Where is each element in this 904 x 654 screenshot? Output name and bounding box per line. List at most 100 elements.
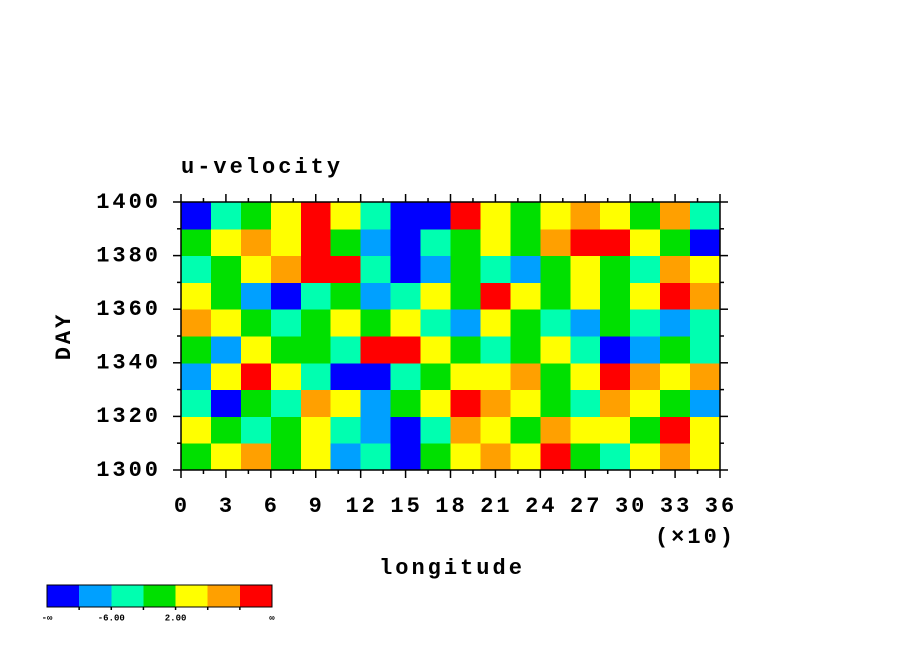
heat-cell: [270, 202, 302, 230]
x-tick-label: 36: [705, 494, 737, 519]
heat-cell: [360, 255, 392, 283]
colorbar-swatch: [47, 585, 80, 607]
y-tick-label: 1360: [96, 297, 161, 322]
heat-cell: [390, 202, 422, 230]
heat-cell: [270, 362, 302, 391]
heat-cell: [360, 416, 392, 444]
heat-cell: [660, 362, 691, 391]
heat-cell: [660, 416, 691, 444]
heat-cell: [240, 255, 272, 283]
heat-cell: [480, 389, 511, 417]
colorbar-swatch: [207, 585, 241, 607]
heat-cell: [210, 443, 242, 471]
x-tick-label: 6: [264, 494, 280, 519]
heat-cell: [390, 228, 422, 257]
heat-cell: [660, 443, 691, 471]
y-tick-label: 1400: [96, 190, 161, 215]
y-tick-label: 1320: [96, 404, 161, 429]
colorbar-swatch: [111, 585, 144, 607]
heat-cell: [210, 282, 242, 310]
heat-cell: [570, 416, 601, 444]
heat-cell: [420, 255, 451, 283]
heat-cell: [300, 228, 332, 257]
heat-cell: [270, 443, 302, 471]
x-tick-label: 33: [660, 494, 692, 519]
heat-cell: [630, 282, 661, 310]
heat-cell: [570, 282, 601, 310]
heat-cell: [600, 309, 631, 337]
heat-cell: [690, 309, 721, 337]
heat-cell: [450, 255, 481, 283]
heat-cell: [660, 389, 691, 417]
heat-cell: [330, 228, 362, 257]
heat-cell: [540, 309, 571, 337]
heat-cell: [510, 362, 541, 391]
x-axis-label: longitude: [379, 556, 525, 581]
heat-cell: [240, 282, 272, 310]
heat-cell: [360, 282, 392, 310]
heat-cell: [600, 443, 631, 471]
heat-cell: [690, 228, 721, 257]
heat-cell: [420, 416, 451, 444]
heat-cell: [300, 389, 332, 417]
heat-cell: [540, 255, 571, 283]
y-tick-label: 1300: [96, 458, 161, 483]
heat-cell: [510, 389, 541, 417]
heat-cell: [660, 228, 691, 257]
heat-cell: [570, 336, 601, 364]
heat-cell: [210, 416, 242, 444]
heat-cell: [690, 443, 721, 471]
heat-cell: [240, 309, 272, 337]
heat-cell: [480, 309, 511, 337]
heat-cell: [570, 202, 601, 230]
heat-cell: [181, 309, 212, 337]
heat-cell: [390, 255, 422, 283]
colorbar-swatch: [239, 585, 273, 607]
colorbar-label: ∞: [269, 613, 275, 623]
heat-cell: [210, 389, 242, 417]
heat-cell: [600, 362, 631, 391]
heat-cell: [360, 336, 392, 364]
heat-cell: [420, 309, 451, 337]
heat-cell: [181, 282, 212, 310]
heat-cell: [690, 282, 721, 310]
heat-cell: [600, 282, 631, 310]
heat-cell: [450, 202, 481, 230]
heat-cell: [510, 202, 541, 230]
heat-cell: [600, 389, 631, 417]
heat-cell: [390, 362, 422, 391]
heat-cell: [330, 443, 362, 471]
heat-cell: [570, 362, 601, 391]
heat-cell: [630, 255, 661, 283]
heat-cell: [240, 336, 272, 364]
heat-cell: [540, 228, 571, 257]
colorbar-frame: [46, 584, 273, 608]
x-tick-label: 15: [390, 494, 422, 519]
x-tick-label: 27: [570, 494, 602, 519]
heat-cell: [270, 282, 302, 310]
heat-cell: [240, 362, 272, 391]
heat-cell: [300, 416, 332, 444]
heat-cell: [660, 282, 691, 310]
heat-cell: [660, 255, 691, 283]
heat-cell: [390, 282, 422, 310]
heat-cell: [540, 336, 571, 364]
heat-cell: [181, 389, 212, 417]
x-multiplier: (×10): [655, 525, 736, 550]
heat-cell: [570, 228, 601, 257]
x-tick-label: 0: [174, 494, 190, 519]
heat-cell: [600, 255, 631, 283]
heat-cell: [450, 282, 481, 310]
heat-cell: [540, 282, 571, 310]
heat-cell: [300, 202, 332, 230]
heat-cell: [510, 255, 541, 283]
heat-cell: [660, 309, 691, 337]
heat-cell: [630, 416, 661, 444]
heat-cell: [240, 228, 272, 257]
heat-cell: [300, 443, 332, 471]
heat-cell: [360, 443, 392, 471]
heat-cell: [390, 389, 422, 417]
heat-cell: [570, 389, 601, 417]
colorbar-swatch: [79, 585, 112, 607]
heat-cell: [510, 282, 541, 310]
